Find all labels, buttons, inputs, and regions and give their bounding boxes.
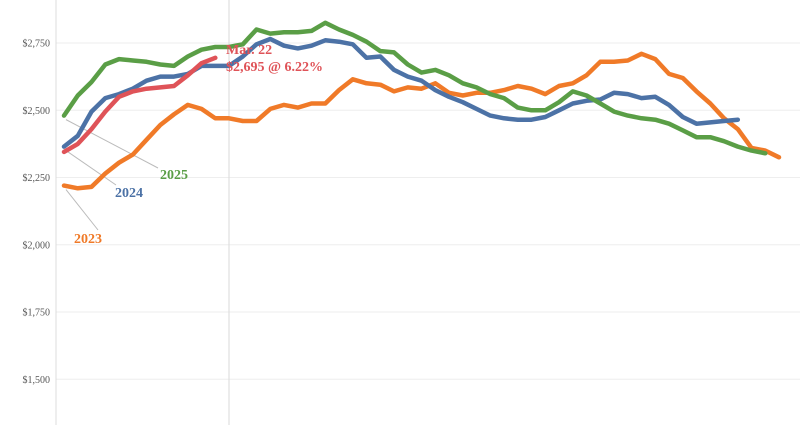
series-line-2025	[61, 20, 768, 156]
series-label-2023: 2023	[74, 232, 102, 247]
y-tick-label-4: $2,500	[23, 106, 51, 117]
series-label-2024: 2024	[115, 186, 143, 201]
y-axis-ticks: $1,500 $1,750 $2,000 $2,250 $2,500 $2,750	[23, 39, 51, 386]
annotation-value: $2,695 @ 6.22%	[226, 60, 323, 75]
y-tick-label-0: $1,500	[23, 375, 51, 386]
y-tick-label-2: $2,000	[23, 240, 51, 251]
y-tick-label-1: $1,750	[23, 308, 51, 319]
leader-line-1	[65, 150, 117, 186]
series-line-2024	[61, 36, 741, 149]
series-line-current	[61, 55, 218, 155]
series-line-2023	[61, 51, 782, 191]
leader-line-0	[65, 189, 99, 231]
series-lines	[61, 20, 782, 191]
annotation-date: Mar. 22	[226, 43, 272, 58]
series-label-2025: 2025	[160, 168, 188, 183]
y-tick-label-5: $2,750	[23, 39, 51, 50]
y-tick-label-3: $2,250	[23, 173, 51, 184]
gridlines	[56, 42, 800, 380]
